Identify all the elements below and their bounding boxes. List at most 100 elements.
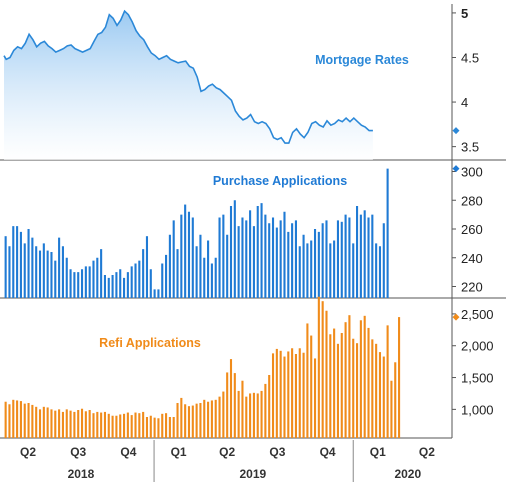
y-tick-label: 4 bbox=[461, 95, 468, 110]
bar bbox=[329, 243, 332, 299]
y-tick-label: 1,500 bbox=[461, 371, 494, 386]
y-tick-label: 1,000 bbox=[461, 402, 494, 417]
bar bbox=[256, 393, 259, 438]
mortgage-rates-panel: 3.5 4 4.5 5 Mortgage Rates bbox=[3, 6, 479, 160]
bar bbox=[226, 234, 229, 298]
y-tick-label: 300 bbox=[461, 165, 483, 180]
bar bbox=[245, 220, 248, 299]
bar bbox=[375, 343, 378, 438]
bar bbox=[222, 214, 225, 299]
bar bbox=[382, 356, 385, 438]
bar bbox=[356, 343, 359, 438]
bar bbox=[340, 333, 343, 438]
bar bbox=[180, 214, 183, 299]
bar bbox=[245, 396, 248, 438]
y-tick-label: 3.5 bbox=[461, 140, 479, 155]
bar bbox=[313, 229, 317, 298]
bar bbox=[80, 408, 84, 438]
bar bbox=[12, 226, 15, 299]
bar bbox=[382, 223, 385, 298]
x-quarter-label: Q1 bbox=[171, 445, 187, 459]
bar bbox=[115, 415, 118, 438]
bar bbox=[283, 356, 286, 438]
bar bbox=[252, 226, 255, 299]
bar bbox=[184, 204, 187, 298]
bar bbox=[218, 396, 221, 438]
bar bbox=[176, 249, 179, 299]
bar bbox=[180, 397, 183, 438]
bar bbox=[58, 237, 61, 299]
bar bbox=[256, 206, 259, 298]
bar bbox=[226, 372, 229, 438]
bar bbox=[69, 410, 72, 438]
bar bbox=[386, 325, 389, 438]
bar bbox=[96, 257, 99, 298]
bar bbox=[65, 409, 68, 438]
bar bbox=[233, 373, 236, 438]
bar bbox=[344, 214, 347, 299]
bar bbox=[31, 237, 34, 299]
bar bbox=[348, 217, 351, 298]
bar bbox=[371, 339, 374, 438]
refi-bars bbox=[4, 296, 401, 438]
bar bbox=[336, 343, 339, 438]
bar bbox=[336, 220, 339, 299]
bar bbox=[107, 277, 110, 299]
bar bbox=[203, 399, 206, 438]
bar bbox=[390, 380, 393, 438]
bar bbox=[50, 409, 53, 438]
y-tick-label: 5 bbox=[461, 6, 468, 21]
bar bbox=[126, 412, 129, 438]
bar bbox=[88, 266, 91, 299]
bar bbox=[199, 234, 202, 298]
bar bbox=[38, 409, 42, 438]
bar bbox=[96, 411, 99, 438]
bar bbox=[142, 249, 145, 299]
bar bbox=[111, 415, 114, 438]
bar bbox=[302, 234, 305, 298]
bar bbox=[237, 390, 240, 438]
bar bbox=[375, 243, 378, 299]
y-tick-label: 240 bbox=[461, 251, 483, 266]
bar bbox=[92, 413, 95, 438]
bar bbox=[35, 246, 38, 298]
bar bbox=[65, 257, 68, 298]
bar bbox=[291, 348, 294, 438]
bar bbox=[378, 352, 382, 438]
bar bbox=[241, 380, 244, 438]
bar bbox=[199, 403, 202, 438]
mortgage-rates-title: Mortgage Rates bbox=[315, 53, 409, 67]
bar bbox=[145, 236, 149, 298]
bar bbox=[73, 411, 76, 438]
bar bbox=[35, 406, 38, 438]
bar bbox=[268, 223, 271, 298]
bar bbox=[77, 272, 80, 299]
bar bbox=[294, 220, 297, 299]
bar bbox=[367, 217, 370, 298]
bar bbox=[157, 418, 160, 438]
bar bbox=[203, 257, 206, 298]
bar bbox=[268, 375, 271, 438]
purchase-applications-panel: 220 240 260 280 300 Purchase Applications bbox=[4, 165, 483, 299]
bar bbox=[237, 226, 240, 299]
bar bbox=[142, 411, 145, 438]
bar bbox=[352, 243, 355, 299]
bar bbox=[58, 409, 61, 438]
bar bbox=[317, 231, 320, 299]
bar bbox=[283, 211, 286, 298]
bar bbox=[222, 391, 225, 438]
bar bbox=[275, 227, 278, 298]
bar bbox=[386, 168, 389, 299]
bar bbox=[103, 275, 106, 298]
bar bbox=[92, 260, 95, 299]
bar bbox=[218, 217, 221, 298]
bar bbox=[333, 328, 336, 438]
bar bbox=[260, 203, 263, 299]
bar bbox=[8, 246, 11, 298]
bar bbox=[157, 289, 160, 299]
bar bbox=[298, 246, 301, 298]
bar bbox=[126, 272, 129, 299]
bar bbox=[249, 393, 252, 438]
bar bbox=[172, 417, 175, 438]
